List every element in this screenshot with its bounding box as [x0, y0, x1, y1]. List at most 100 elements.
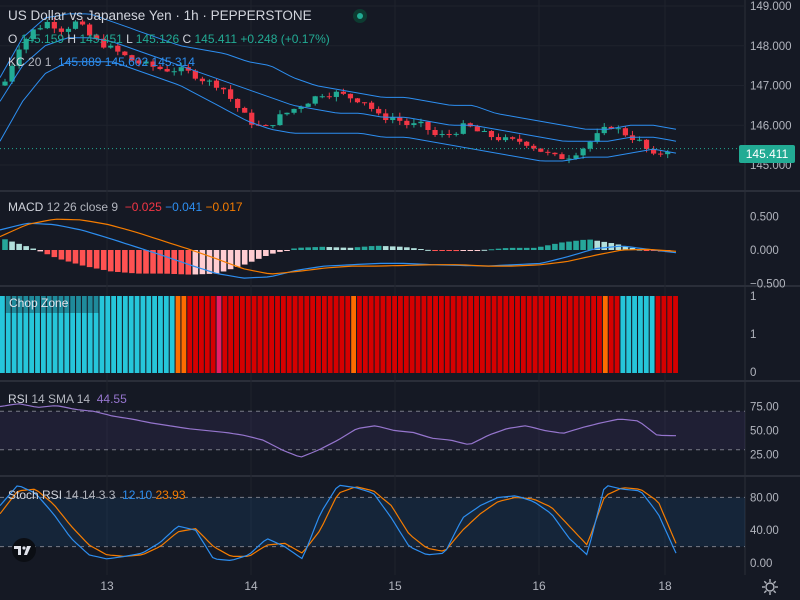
stoch-tick-label: 80.00 — [750, 492, 779, 504]
candle-body — [383, 113, 389, 121]
macd-tick-label: 0.000 — [750, 245, 779, 257]
chop-zone-bar — [23, 296, 29, 373]
rsi-tick-label: 25.00 — [750, 450, 779, 462]
candle-body — [164, 69, 170, 72]
candle-body — [171, 71, 177, 73]
kc-lower-line — [0, 61, 677, 162]
macd-tick-label: 0.500 — [750, 212, 779, 224]
chop-zone-bar — [187, 296, 193, 373]
chop-zone-bar — [64, 296, 70, 373]
macd-histogram-bar — [263, 250, 269, 256]
candle-body — [58, 28, 64, 32]
macd-histogram-bar — [86, 250, 93, 268]
macd-histogram-bar — [368, 246, 375, 250]
chop-zone-bar — [134, 296, 140, 373]
macd-histogram-bar — [107, 250, 114, 272]
price-tick-label: 148.000 — [750, 41, 792, 53]
chop-zone-bar — [339, 296, 345, 373]
macd-macd-line — [0, 222, 677, 279]
chop-zone-bar — [298, 296, 304, 373]
candle-body — [16, 49, 22, 66]
candle-body — [340, 91, 346, 94]
kc-legend[interactable]: KC 20 1 145.889 145.602 145.314 — [8, 55, 195, 69]
low-label: L — [126, 32, 133, 46]
chop-zone-bar — [193, 296, 198, 373]
macd-legend[interactable]: MACD 12 26 close 9 −0.025 −0.041 −0.017 — [8, 200, 243, 214]
candle-body — [573, 155, 579, 159]
low-value: 145.126 — [135, 32, 180, 46]
rsi-legend[interactable]: RSI 14 SMA 14 44.55 — [8, 392, 127, 406]
macd-histogram-bar — [573, 240, 579, 250]
macd-histogram-bar — [164, 250, 170, 274]
gear-icon[interactable] — [761, 578, 779, 596]
candle-body — [474, 126, 480, 132]
chop-zone-bar — [140, 296, 146, 373]
rsi-label: RSI — [8, 392, 29, 406]
stoch-k-line — [0, 484, 677, 562]
chop-zone-bar — [403, 296, 409, 373]
chop-zone-bar — [263, 296, 269, 373]
macd-histogram-bar — [58, 250, 65, 260]
macd-histogram-bar — [432, 250, 438, 251]
chop-zone-bar — [667, 296, 673, 373]
chop-zone-bar — [538, 296, 544, 373]
stoch-params: 14 14 3 3 — [65, 488, 116, 502]
macd-histogram-bar — [256, 250, 262, 259]
chop-zone-bar — [158, 296, 163, 373]
macd-histogram-bar — [284, 250, 290, 251]
macd-histogram-bar — [523, 247, 530, 250]
chop-zone-bar — [433, 296, 438, 373]
candle-body — [178, 67, 184, 72]
chop-zone-bar — [351, 296, 357, 373]
candle-body — [390, 117, 396, 121]
chop-zone-bar — [474, 296, 479, 373]
rsi-tick-label: 75.00 — [750, 402, 779, 414]
price-tick-label: 147.000 — [750, 81, 792, 93]
tradingview-logo-icon[interactable] — [8, 538, 40, 562]
macd-histogram-bar — [23, 246, 29, 250]
macd-histogram-bar — [453, 250, 459, 252]
chop-zone-legend[interactable]: Chop Zone — [5, 294, 99, 313]
candle-body — [298, 106, 304, 109]
chop-zone-bar — [491, 296, 497, 373]
kc-lower: 145.314 — [151, 55, 195, 69]
macd-histogram-bar — [150, 250, 156, 274]
candle-body — [538, 148, 544, 152]
macd-hist-value: −0.025 — [124, 200, 162, 214]
chop-zone-bar — [122, 296, 128, 373]
candle-body — [150, 61, 156, 67]
macd-histogram-bar — [418, 249, 424, 251]
chop-zone-bar — [485, 296, 491, 373]
chop-zone-bar — [181, 296, 187, 373]
kc-middle-line — [0, 37, 677, 142]
chop-zone-bar — [222, 296, 228, 373]
chop-zone-bar — [280, 296, 286, 373]
candle-body — [643, 139, 650, 149]
chop-zone-bar — [532, 296, 538, 373]
macd-histogram-bar — [199, 250, 206, 275]
macd-histogram-bar — [594, 240, 600, 250]
macd-histogram-bar — [100, 250, 107, 270]
macd-histogram-bar — [213, 250, 220, 274]
macd-histogram-bar — [16, 243, 22, 250]
candle-body — [601, 126, 607, 134]
macd-histogram-bar — [51, 250, 58, 258]
candle-body — [608, 126, 614, 129]
chop-zone-bar — [556, 296, 561, 373]
macd-histogram-bar — [545, 245, 551, 250]
stoch-legend[interactable]: Stoch RSI 14 14 3 3 12.10 23.93 — [8, 488, 186, 502]
chop-zone-bar — [632, 296, 637, 373]
chop-zone-bar — [257, 296, 263, 373]
chop-zone-bar — [11, 296, 17, 373]
candle-body — [665, 151, 671, 155]
candle-body — [108, 45, 114, 48]
chop-zone-bar — [117, 296, 122, 373]
stoch-band-fill — [0, 497, 745, 547]
macd-histogram-bar — [333, 247, 340, 250]
chop-zone-bar — [163, 296, 169, 373]
rsi-line — [0, 403, 677, 458]
candle-body — [580, 148, 586, 156]
macd-histogram-bar — [467, 250, 474, 251]
macd-histogram-bar — [248, 250, 255, 262]
